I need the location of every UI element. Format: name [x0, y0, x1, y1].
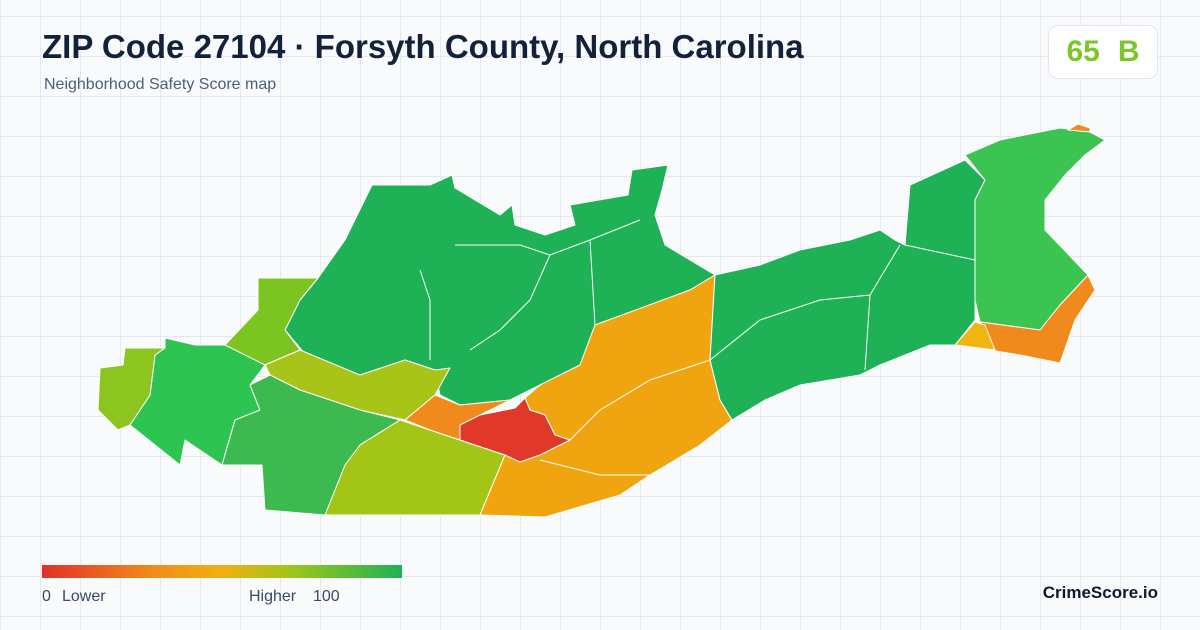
subtitle: Neighborhood Safety Score map — [44, 76, 277, 93]
title: ZIP Code 27104 · Forsyth County, North C… — [42, 28, 804, 65]
boundary — [864, 294, 871, 371]
area — [459, 397, 571, 463]
area — [404, 394, 511, 441]
boundary — [539, 459, 650, 476]
legend-min: 0 — [42, 588, 51, 605]
legend-min-label: Lower — [62, 588, 106, 605]
score-value: 65 — [1066, 35, 1100, 68]
boundary — [589, 239, 596, 326]
legend-max-label: Higher — [249, 588, 297, 605]
boundary — [419, 269, 431, 360]
area — [979, 274, 1096, 364]
area — [97, 347, 166, 431]
area — [1067, 123, 1091, 133]
boundary — [469, 254, 551, 351]
score-grade: B — [1117, 35, 1140, 68]
boundary — [904, 244, 976, 261]
score-badge: 65 B — [1048, 25, 1158, 79]
boundary — [709, 244, 901, 361]
legend-bar — [42, 565, 402, 578]
brand: CrimeScore.io — [1042, 583, 1158, 602]
boundary — [569, 359, 711, 441]
area — [954, 321, 996, 351]
area — [709, 159, 986, 421]
legend-max: 100 — [313, 588, 340, 605]
